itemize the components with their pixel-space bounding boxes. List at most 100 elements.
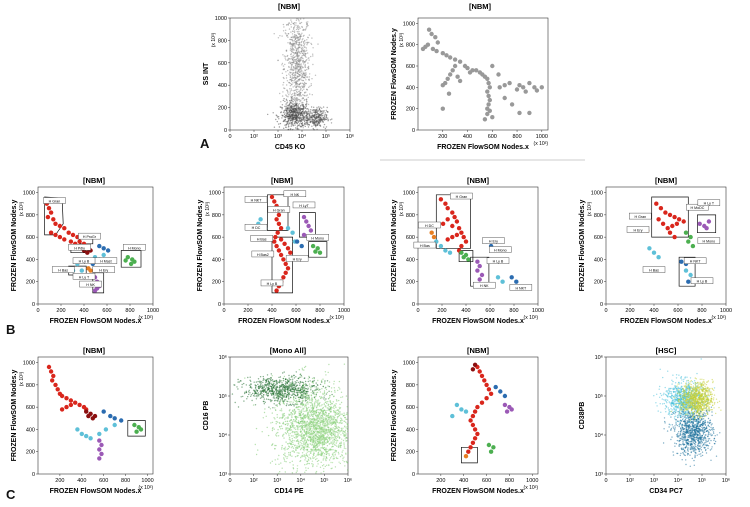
- gate-label-box: [72, 273, 96, 280]
- gate-label: H Gran: [634, 215, 646, 219]
- data-point: [667, 230, 673, 235]
- gate: [651, 196, 689, 238]
- x-tick-label: 400: [461, 308, 470, 314]
- gate-label-box: [72, 257, 96, 264]
- x-tick-label: 1000: [532, 308, 544, 314]
- data-point: [278, 226, 284, 231]
- data-point: [99, 451, 104, 457]
- gate-label-box: [267, 206, 291, 213]
- y-multiplier: (x 10³): [19, 201, 25, 216]
- gate-label-box: [283, 190, 307, 198]
- y-tick-label: 200: [218, 106, 227, 112]
- x-tick-label: 1000: [720, 308, 732, 314]
- data-point: [450, 413, 455, 419]
- gate: [461, 446, 478, 464]
- chart-title: [NBM]: [83, 176, 106, 185]
- y-tick-label: 600: [406, 235, 415, 241]
- gate-label: H Bas: [257, 237, 267, 241]
- series: [132, 422, 144, 434]
- y-multiplier: (x 10³): [587, 201, 593, 216]
- x-tick-label: 400: [79, 308, 88, 314]
- data-point: [119, 418, 124, 423]
- gate-label: H Mast: [100, 260, 111, 264]
- data-point: [46, 364, 52, 370]
- data-point: [70, 232, 76, 238]
- data-point: [485, 111, 490, 117]
- x-multiplier: (x 10³): [524, 315, 539, 321]
- data-point: [670, 223, 675, 229]
- x-tick-label: 200: [437, 308, 446, 314]
- data-point: [123, 258, 128, 263]
- data-point: [539, 85, 544, 90]
- x-tick-label: 0: [604, 478, 607, 484]
- gate-label: H Ery: [293, 257, 302, 261]
- y-tick-label: 1000: [403, 191, 415, 197]
- data-point: [66, 230, 71, 235]
- data-point: [48, 210, 54, 215]
- data-point: [486, 102, 491, 107]
- data-point: [656, 255, 661, 260]
- data-point: [474, 68, 479, 73]
- data-point: [457, 78, 463, 84]
- data-point: [285, 246, 291, 251]
- y-tick-label: 1000: [209, 191, 221, 197]
- y-axis-label: FROZEN FlowSOM Nodes.y: [197, 200, 204, 292]
- gate-label-box: [244, 224, 268, 231]
- y-tick-label: 200: [406, 107, 415, 113]
- data-point: [273, 234, 278, 240]
- gate-label: H Ly B: [267, 282, 278, 286]
- x-axis-label: CD45 KO: [275, 144, 306, 151]
- data-point: [429, 31, 434, 37]
- chart-c1: [NBM]200 400 600 800 100002004006008001000(x…: [11, 346, 154, 495]
- data-point: [97, 431, 102, 437]
- series: [90, 243, 111, 267]
- gate-label-box: [92, 266, 115, 273]
- data-point: [486, 93, 491, 99]
- data-point: [470, 413, 476, 419]
- data-point: [486, 442, 492, 448]
- data-point: [450, 223, 455, 229]
- x-tick-label: 0: [228, 134, 231, 140]
- x-axis-label: FROZEN FlowSOM Nodes.x: [437, 144, 529, 151]
- data-point: [688, 234, 693, 240]
- y-tick-label: 10⁶: [219, 354, 227, 361]
- data-point: [294, 239, 300, 244]
- data-point: [101, 409, 106, 414]
- panel-label-b: B: [6, 322, 16, 337]
- data-point: [450, 68, 455, 73]
- gate-label: H Mono: [311, 236, 324, 240]
- data-point: [534, 88, 540, 93]
- data-point: [79, 268, 85, 273]
- data-point: [470, 440, 476, 445]
- data-point: [465, 65, 470, 71]
- x-tick-label: 200: [243, 308, 252, 314]
- x-multiplier: (x 10³): [524, 485, 539, 491]
- data-point: [269, 194, 275, 200]
- y-tick-label: 200: [406, 280, 415, 286]
- data-point: [477, 277, 482, 282]
- gate-label-box: [683, 257, 707, 264]
- x-tick-label: 800: [509, 308, 518, 314]
- data-point: [440, 83, 445, 88]
- gate-label: H Ly B: [697, 280, 708, 284]
- data-point: [86, 413, 91, 419]
- data-point: [484, 396, 489, 401]
- y-tick-label: 0: [600, 302, 603, 308]
- y-tick-label: 1000: [23, 361, 35, 367]
- series: [434, 239, 505, 284]
- y-tick-label: 800: [218, 38, 227, 44]
- data-point: [79, 431, 85, 437]
- data-point: [99, 442, 104, 448]
- y-tick-label: 800: [594, 213, 603, 219]
- plot-frame: [417, 17, 549, 131]
- data-point: [459, 230, 464, 235]
- x-tick-label: 200: [625, 308, 634, 314]
- data-point: [491, 445, 496, 450]
- data-point: [654, 201, 659, 206]
- data-point: [57, 234, 63, 240]
- y-tick-label: 1000: [23, 191, 35, 197]
- data-point: [128, 261, 134, 267]
- x-axis-label: FROZEN FlowSOM Nodes.x: [432, 318, 524, 325]
- plot-frame: [37, 356, 154, 475]
